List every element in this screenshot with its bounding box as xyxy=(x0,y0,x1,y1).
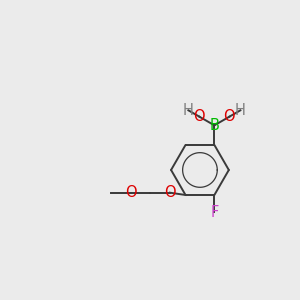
Text: O: O xyxy=(164,185,176,200)
Text: O: O xyxy=(224,109,235,124)
Text: H: H xyxy=(183,103,194,118)
Text: B: B xyxy=(209,118,219,133)
Text: O: O xyxy=(194,109,205,124)
Text: O: O xyxy=(125,185,136,200)
Text: F: F xyxy=(210,205,218,220)
Text: H: H xyxy=(235,103,246,118)
